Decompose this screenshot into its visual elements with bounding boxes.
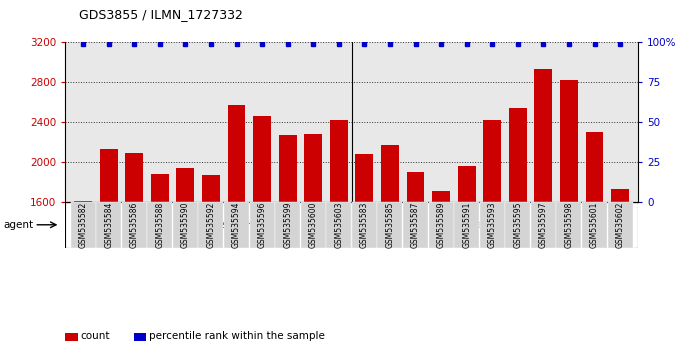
Text: GSM535594: GSM535594 <box>232 201 241 248</box>
Text: estrogen-based HRT: estrogen-based HRT <box>154 220 267 230</box>
Bar <box>586 132 604 202</box>
Text: GSM535603: GSM535603 <box>334 201 343 248</box>
Bar <box>534 69 552 202</box>
Bar <box>134 333 146 341</box>
Bar <box>126 153 143 202</box>
Text: GDS3855 / ILMN_1727332: GDS3855 / ILMN_1727332 <box>79 8 243 21</box>
Text: GSM535597: GSM535597 <box>539 201 548 248</box>
Text: GSM535595: GSM535595 <box>513 201 522 248</box>
Bar <box>509 108 527 202</box>
Bar <box>74 201 92 202</box>
Text: percentile rank within the sample: percentile rank within the sample <box>149 331 324 341</box>
Bar <box>151 174 169 202</box>
Text: GSM535601: GSM535601 <box>590 201 599 248</box>
Text: GSM535590: GSM535590 <box>181 201 190 248</box>
Bar <box>483 120 501 202</box>
Bar <box>99 149 117 202</box>
Bar <box>253 116 271 202</box>
Text: agent: agent <box>3 220 34 230</box>
Bar <box>65 333 78 341</box>
Bar <box>176 168 194 202</box>
Text: GSM535584: GSM535584 <box>104 201 113 248</box>
Text: GSM535596: GSM535596 <box>257 201 267 248</box>
Bar <box>202 175 220 202</box>
Bar <box>611 189 629 202</box>
Text: GSM535588: GSM535588 <box>155 202 164 248</box>
Bar <box>330 120 348 202</box>
Bar <box>279 135 296 202</box>
Bar <box>381 145 399 202</box>
Bar <box>560 80 578 202</box>
Bar <box>432 191 450 202</box>
Text: GSM535587: GSM535587 <box>411 201 420 248</box>
Bar <box>458 166 475 202</box>
Bar <box>355 154 373 202</box>
Text: GSM535585: GSM535585 <box>386 201 394 248</box>
Text: GSM535589: GSM535589 <box>436 201 446 248</box>
Text: GSM535586: GSM535586 <box>130 201 139 248</box>
Text: GSM535592: GSM535592 <box>206 201 215 248</box>
Bar <box>305 134 322 202</box>
Text: GSM535583: GSM535583 <box>360 201 369 248</box>
Text: GSM535599: GSM535599 <box>283 201 292 248</box>
Bar <box>228 105 246 202</box>
Text: count: count <box>80 331 110 341</box>
Bar <box>407 172 425 202</box>
Text: GSM535600: GSM535600 <box>309 201 318 248</box>
Text: GSM535602: GSM535602 <box>615 201 624 248</box>
Text: GSM535593: GSM535593 <box>488 201 497 248</box>
Text: GSM535591: GSM535591 <box>462 201 471 248</box>
Text: GSM535582: GSM535582 <box>79 202 88 248</box>
Text: GSM535598: GSM535598 <box>565 201 573 248</box>
Text: control: control <box>473 220 512 230</box>
